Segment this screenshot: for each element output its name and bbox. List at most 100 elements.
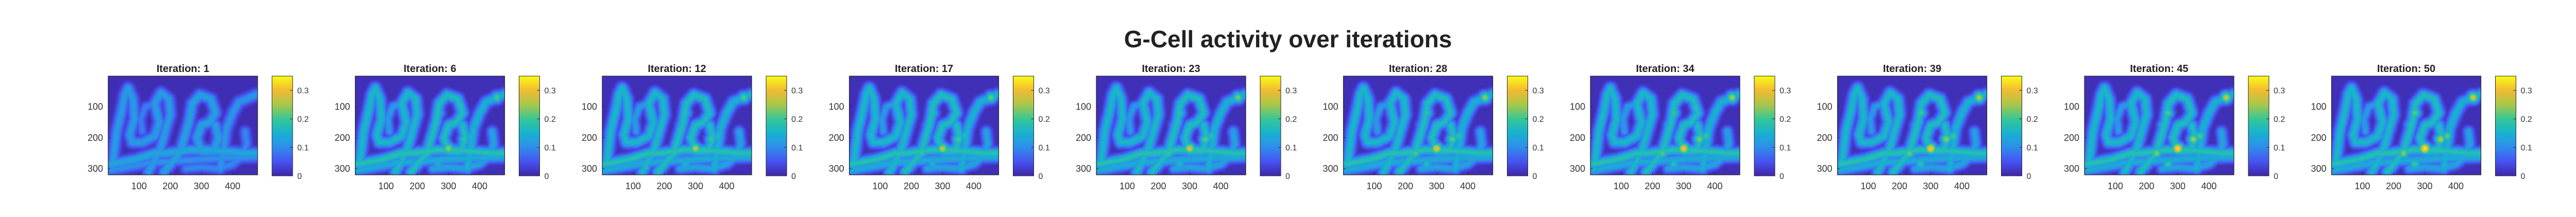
y-tick-label: 100	[1076, 102, 1091, 112]
axes-frame	[2084, 76, 2234, 175]
y-tick-label: 200	[2311, 133, 2326, 143]
x-tick-label: 300	[1182, 181, 1197, 191]
colorbar	[2495, 76, 2516, 176]
colorbar-tick-label: 0.2	[1533, 115, 1544, 124]
axes-frame	[108, 76, 258, 175]
colorbar-tick-label: 0.1	[1039, 144, 1050, 153]
x-tick-label: 200	[904, 181, 919, 191]
colorbar-tick-label: 0.3	[2521, 87, 2532, 96]
x-tick-label: 100	[872, 181, 888, 191]
colorbar-tick-label: 0.1	[791, 144, 803, 153]
x-tick-label: 100	[131, 181, 147, 191]
x-tick-label: 400	[1460, 181, 1476, 191]
colorbar-tick-label: 0.2	[545, 115, 556, 124]
colorbar-tick-label: 0.3	[2027, 87, 2038, 96]
y-tick-label: 200	[1076, 133, 1091, 143]
colorbar-tick-label: 0.3	[1533, 87, 1544, 96]
colorbar-tick-label: 0.3	[1039, 87, 1050, 96]
y-tick-label: 100	[2311, 102, 2326, 112]
colorbar-tick-label: 0.2	[297, 115, 309, 124]
colorbar-tick-label: 0.2	[791, 115, 803, 124]
y-tick-label: 100	[1570, 102, 1585, 112]
heatmap-panel: Iteration: 45 100 200 300 400 100 200 300 0 0.1 0.…	[2064, 63, 2285, 191]
y-tick-label: 100	[334, 102, 350, 112]
y-tick-label: 300	[2311, 164, 2326, 174]
colorbar-tick-label: 0.3	[791, 87, 803, 96]
panel-title: Iteration: 45	[2130, 63, 2188, 75]
colorbar-tick-label: 0	[2521, 172, 2526, 181]
colorbar-tick-label: 0	[2027, 172, 2031, 181]
x-tick-label: 100	[378, 181, 394, 191]
x-tick-label: 400	[719, 181, 735, 191]
heatmap-image	[2331, 76, 2481, 175]
panel-title: Iteration: 17	[895, 63, 953, 75]
y-tick-label: 300	[828, 164, 844, 174]
heatmap-image	[602, 76, 752, 175]
x-tick-label: 100	[2108, 181, 2123, 191]
x-tick-label: 300	[2417, 181, 2432, 191]
x-tick-label: 300	[2170, 181, 2185, 191]
panel-grid: Iteration: 1 100 200 300 400 100 200 300 0 0.1 0.2…	[88, 63, 2532, 191]
x-tick-label: 100	[1366, 181, 1382, 191]
x-tick-label: 300	[1676, 181, 1691, 191]
colorbar-tick-label: 0	[1039, 172, 1043, 181]
y-tick-label: 200	[2064, 133, 2079, 143]
colorbar-tick-label: 0.3	[545, 87, 556, 96]
colorbar-tick-label: 0.2	[2521, 115, 2532, 124]
colorbar-tick-label: 0.3	[2274, 87, 2285, 96]
y-tick-label: 100	[2064, 102, 2079, 112]
y-tick-label: 200	[88, 133, 103, 143]
heatmap-image	[108, 76, 258, 175]
colorbar-tick-label: 0.1	[545, 144, 556, 153]
x-tick-label: 300	[440, 181, 456, 191]
panel-title: Iteration: 39	[1883, 63, 1941, 75]
colorbar-tick-label: 0	[2274, 172, 2278, 181]
panel-title: Iteration: 12	[648, 63, 706, 75]
heatmap-image	[355, 76, 505, 175]
y-tick-label: 100	[88, 102, 103, 112]
y-tick-label: 100	[1817, 102, 1832, 112]
x-tick-label: 400	[1954, 181, 1970, 191]
y-tick-label: 100	[582, 102, 597, 112]
heatmap-image	[849, 76, 999, 175]
x-tick-label: 200	[2386, 181, 2401, 191]
x-tick-label: 200	[162, 181, 178, 191]
colorbar	[519, 76, 540, 176]
x-tick-label: 100	[2354, 181, 2370, 191]
colorbar-tick-label: 0.2	[2274, 115, 2285, 124]
y-tick-label: 200	[828, 133, 844, 143]
axes-frame	[1343, 76, 1494, 175]
y-tick-label: 300	[88, 164, 103, 174]
axes-frame	[1590, 76, 1740, 175]
colorbar-tick-label: 0.1	[297, 144, 309, 153]
colorbar	[2248, 76, 2269, 176]
y-tick-label: 300	[1570, 164, 1585, 174]
x-tick-label: 100	[625, 181, 641, 191]
x-tick-label: 200	[1398, 181, 1413, 191]
x-tick-label: 400	[2448, 181, 2464, 191]
colorbar	[272, 76, 293, 176]
x-tick-label: 100	[1860, 181, 1876, 191]
colorbar-tick-label: 0.2	[2027, 115, 2038, 124]
colorbar-tick-label: 0.1	[1780, 144, 1791, 153]
x-tick-label: 300	[935, 181, 950, 191]
colorbar	[1013, 76, 1034, 176]
x-tick-label: 200	[1645, 181, 1660, 191]
colorbar-tick-label: 0.1	[2521, 144, 2532, 153]
colorbar	[1754, 76, 1775, 176]
x-tick-label: 300	[1923, 181, 1938, 191]
heatmap-panel: Iteration: 12 100 200 300 400 100 200 300 0 0.1 0.…	[582, 63, 803, 191]
x-tick-label: 200	[410, 181, 425, 191]
x-tick-label: 400	[2201, 181, 2217, 191]
heatmap-image	[1590, 76, 1740, 175]
x-tick-label: 200	[656, 181, 672, 191]
x-tick-label: 300	[688, 181, 703, 191]
panel-title: Iteration: 28	[1389, 63, 1447, 75]
heatmap-panel: Iteration: 6 100 200 300 400 100 200 300 0 0.1 0.2…	[334, 63, 555, 191]
heatmap-image	[2084, 76, 2234, 175]
y-tick-label: 100	[1323, 102, 1338, 112]
y-tick-label: 200	[1817, 133, 1832, 143]
axes-frame	[602, 76, 752, 175]
x-tick-label: 400	[1707, 181, 1723, 191]
colorbar-tick-label: 0	[791, 172, 796, 181]
